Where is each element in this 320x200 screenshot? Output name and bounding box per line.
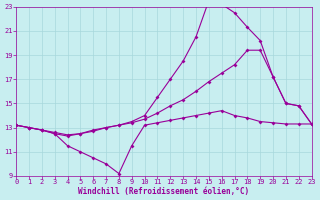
X-axis label: Windchill (Refroidissement éolien,°C): Windchill (Refroidissement éolien,°C): [78, 187, 249, 196]
